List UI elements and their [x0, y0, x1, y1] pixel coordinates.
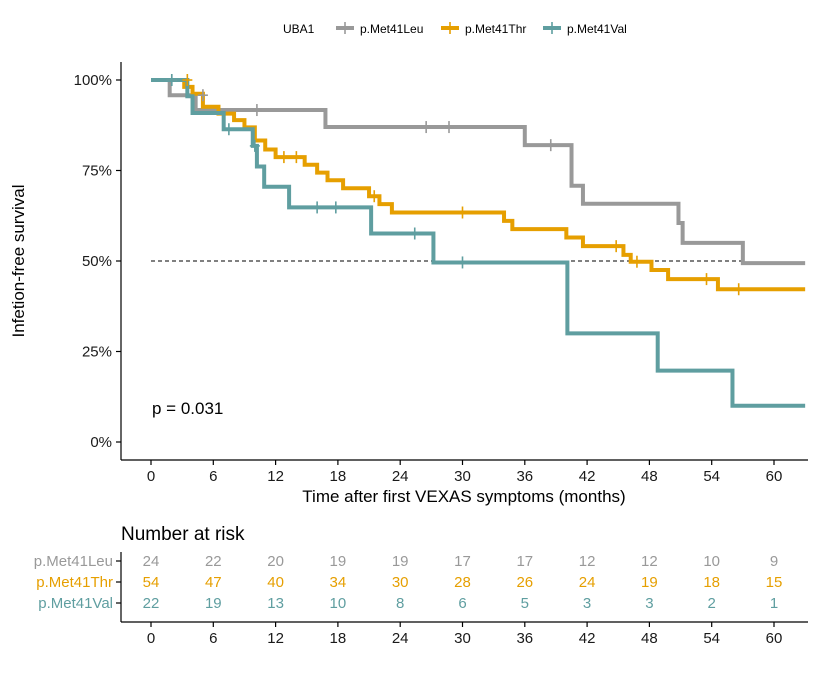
main-plot: 0% 25% 50% 75% 100% 0 6 12 18 24 30 36 42 48 54 60 p =…	[9, 62, 808, 506]
risk-x-tick-label: 42	[579, 630, 596, 647]
risk-count: 19	[392, 553, 409, 570]
risk-count: 47	[205, 574, 222, 591]
risk-count: 20	[267, 553, 284, 570]
legend-title: UBA1	[283, 22, 315, 36]
risk-row-label: p.Met41Val	[38, 595, 113, 612]
risk-row-label: p.Met41Thr	[36, 574, 113, 591]
risk-count: 12	[641, 553, 658, 570]
survival-curve-p-met41val	[151, 78, 806, 408]
legend: UBA1 p.Met41Leu p.Met41Thr p.Met41Val	[283, 22, 627, 36]
risk-count: 30	[392, 574, 409, 591]
legend-label: p.Met41Leu	[360, 22, 423, 36]
risk-count: 40	[267, 574, 284, 591]
legend-label: p.Met41Thr	[465, 22, 526, 36]
p-value-annotation: p = 0.031	[152, 399, 223, 418]
risk-count: 26	[516, 574, 533, 591]
risk-table: Number at risk p.Met41Leu 24 22 20 19 19 17 17 1…	[34, 524, 808, 647]
survival-curve-p-met41leu	[151, 78, 806, 266]
risk-x-tick-label: 48	[641, 630, 658, 647]
risk-count: 2	[708, 595, 716, 612]
x-tick-label: 12	[267, 468, 284, 485]
y-tick-label: 0%	[90, 434, 112, 451]
x-tick-label: 54	[703, 468, 720, 485]
risk-x-tick-label: 30	[454, 630, 471, 647]
risk-count: 24	[579, 574, 596, 591]
x-tick-label: 36	[516, 468, 533, 485]
x-tick-label: 6	[209, 468, 217, 485]
risk-x-tick-label: 60	[766, 630, 783, 647]
legend-entry: p.Met41Val	[543, 22, 627, 36]
risk-row: p.Met41Val 22 19 13 10 8 6 5 3 3 2 1	[38, 595, 778, 612]
risk-x-tick-label: 54	[703, 630, 720, 647]
risk-count: 3	[583, 595, 591, 612]
x-tick-label: 18	[330, 468, 347, 485]
risk-x-tick-label: 18	[330, 630, 347, 647]
risk-count: 1	[770, 595, 778, 612]
risk-count: 19	[330, 553, 347, 570]
risk-count: 34	[330, 574, 347, 591]
x-axis-title: Time after first VEXAS symptoms (months)	[302, 487, 625, 506]
y-tick-label: 100%	[74, 72, 112, 89]
risk-x-tick-label: 12	[267, 630, 284, 647]
risk-row: p.Met41Leu 24 22 20 19 19 17 17 12 12 10 9	[34, 553, 778, 570]
risk-count: 3	[645, 595, 653, 612]
risk-count: 22	[205, 553, 222, 570]
risk-count: 28	[454, 574, 471, 591]
risk-count: 10	[330, 595, 347, 612]
x-tick-label: 0	[147, 468, 155, 485]
risk-count: 15	[766, 574, 783, 591]
risk-x-tick-label: 0	[147, 630, 155, 647]
legend-entry: p.Met41Thr	[441, 22, 526, 36]
risk-x-tick-label: 36	[516, 630, 533, 647]
y-axis-title: Infetion-free survival	[9, 184, 28, 337]
risk-x-tick-label: 24	[392, 630, 409, 647]
risk-table-title: Number at risk	[121, 524, 245, 545]
risk-count: 6	[458, 595, 466, 612]
risk-count: 54	[143, 574, 160, 591]
y-tick-label: 50%	[82, 253, 112, 270]
y-tick-label: 75%	[82, 163, 112, 180]
risk-row: p.Met41Thr 54 47 40 34 30 28 26 24 19 18 15	[36, 574, 782, 591]
x-tick-label: 60	[766, 468, 783, 485]
survival-curve-p-met41thr	[151, 78, 806, 292]
x-tick-label: 42	[579, 468, 596, 485]
y-tick-label: 25%	[82, 344, 112, 361]
risk-count: 22	[143, 595, 160, 612]
x-tick-label: 24	[392, 468, 409, 485]
risk-count: 5	[521, 595, 529, 612]
risk-count: 17	[516, 553, 533, 570]
risk-row-label: p.Met41Leu	[34, 553, 113, 570]
risk-count: 19	[205, 595, 222, 612]
risk-count: 18	[703, 574, 720, 591]
risk-x-tick-label: 6	[209, 630, 217, 647]
risk-count: 10	[703, 553, 720, 570]
risk-count: 12	[579, 553, 596, 570]
x-tick-label: 30	[454, 468, 471, 485]
risk-count: 24	[143, 553, 160, 570]
risk-count: 19	[641, 574, 658, 591]
risk-count: 13	[267, 595, 284, 612]
x-tick-label: 48	[641, 468, 658, 485]
risk-count: 8	[396, 595, 404, 612]
legend-label: p.Met41Val	[567, 22, 627, 36]
legend-entry: p.Met41Leu	[336, 22, 423, 36]
risk-count: 17	[454, 553, 471, 570]
risk-count: 9	[770, 553, 778, 570]
